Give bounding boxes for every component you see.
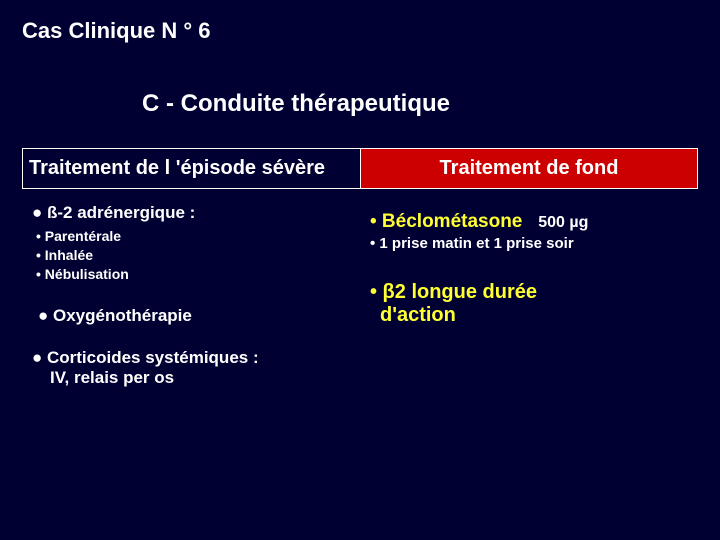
beclometasone-dose: 500 µg xyxy=(538,214,588,231)
beta2-line2: d'action xyxy=(380,304,688,327)
beta2-line1: • β2 longue durée xyxy=(370,280,688,304)
section-title: C - Conduite thérapeutique xyxy=(142,90,698,118)
slide: Cas Clinique N ° 6 C - Conduite thérapeu… xyxy=(0,0,720,540)
two-columns: Traitement de l 'épisode sévère ● ß-2 ad… xyxy=(22,148,698,398)
right-column: Traitement de fond • Béclométasone 500 µ… xyxy=(360,148,698,398)
b2-sub-nebulisation: • Nébulisation xyxy=(36,265,350,284)
corticoides: ● Corticoides systémiques : xyxy=(32,348,350,368)
oxygenotherapie: ● Oxygénothérapie xyxy=(38,306,350,326)
left-column: Traitement de l 'épisode sévère ● ß-2 ad… xyxy=(22,148,360,398)
beclometasone-line: • Béclométasone 500 µg xyxy=(370,211,688,233)
corticoides-sub: IV, relais per os xyxy=(50,368,350,388)
case-title: Cas Clinique N ° 6 xyxy=(22,18,698,44)
beclometasone-label: • Béclométasone xyxy=(370,211,522,232)
left-body: ● ß-2 adrénergique : • Parentérale • Inh… xyxy=(22,189,360,398)
left-header: Traitement de l 'épisode sévère xyxy=(22,148,360,189)
b2-title: ● ß-2 adrénergique : xyxy=(32,203,350,223)
b2-sub-inhalee: • Inhalée xyxy=(36,246,350,265)
b2-sub-parenterale: • Parentérale xyxy=(36,227,350,246)
beclometasone-sub: • 1 prise matin et 1 prise soir xyxy=(370,235,688,252)
right-body: • Béclométasone 500 µg • 1 prise matin e… xyxy=(360,189,698,337)
right-header: Traitement de fond xyxy=(360,148,698,189)
